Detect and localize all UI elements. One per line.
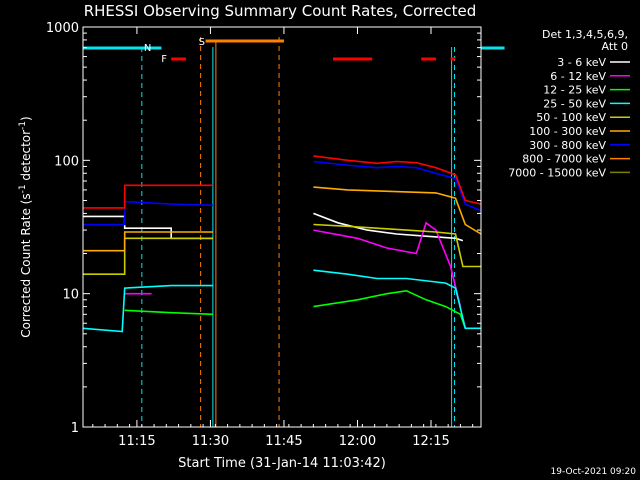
- y-axis-ticks: 1 10 100 1000: [46, 21, 481, 436]
- x-tick-label: 12:00: [339, 434, 376, 449]
- series-line-1: [313, 221, 462, 307]
- series-line-9: [83, 184, 213, 209]
- legend-entry-label: 300 - 800 keV: [529, 139, 606, 152]
- y-tick-label: 10: [62, 288, 79, 303]
- x-tick-label: 11:15: [118, 434, 155, 449]
- legend-entry-label: 100 - 300 keV: [529, 125, 606, 138]
- timestamp: 19-Oct-2021 09:20: [551, 467, 637, 477]
- legend-entry-label: 6 - 12 keV: [550, 70, 606, 83]
- flare-flag-label: F: [161, 54, 167, 65]
- saa-flag-label: S: [199, 37, 205, 48]
- plot-frame: [82, 26, 482, 428]
- legend-entry-label: 25 - 50 keV: [543, 97, 606, 110]
- y-axis-label: Corrected Count Rate (s-1 detector-1): [18, 116, 33, 337]
- series-line-4: [313, 223, 481, 268]
- series-line-5: [313, 186, 482, 235]
- legend-header-line2: Att 0: [602, 40, 628, 53]
- y-tick-label: 1: [71, 421, 79, 436]
- legend-header-line1: Det 1,3,4,5,6,9,: [542, 28, 628, 41]
- series-line-2: [124, 309, 213, 316]
- series-line-3: [82, 284, 213, 333]
- legend-entry-label: 7000 - 15000 keV: [508, 166, 606, 179]
- series-line-9: [313, 155, 482, 205]
- series-line-6: [313, 160, 482, 212]
- series-line-5: [83, 231, 213, 252]
- night-flag-label: N: [144, 43, 151, 54]
- series-line-0: [313, 212, 464, 242]
- series-lines-group: [82, 155, 482, 333]
- series-line-2: [313, 289, 467, 329]
- x-tick-label: 11:30: [192, 434, 229, 449]
- legend-entry-label: 800 - 7000 keV: [522, 153, 606, 166]
- x-tick-label: 12:15: [412, 434, 449, 449]
- legend-entry-label: 50 - 100 keV: [536, 111, 606, 124]
- flag-bars-group: N S F: [83, 37, 505, 65]
- legend-entry-label: 3 - 6 keV: [557, 56, 606, 69]
- chart-title: RHESSI Observing Summary Count Rates, Co…: [84, 2, 477, 20]
- x-tick-label: 11:45: [265, 434, 302, 449]
- y-tick-label: 1000: [46, 21, 79, 36]
- vertical-markers-group: [141, 37, 456, 427]
- y-tick-label: 100: [54, 154, 79, 169]
- series-line-3: [313, 269, 481, 330]
- legend-entry-label: 12 - 25 keV: [543, 84, 606, 97]
- x-axis-ticks: 11:15 11:30 11:45 12:00 12:15: [92, 27, 474, 449]
- x-axis-label: Start Time (31-Jan-14 11:03:42): [178, 456, 386, 471]
